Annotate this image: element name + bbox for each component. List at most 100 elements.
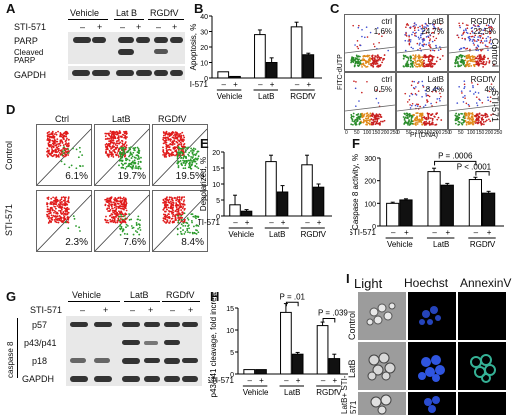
event-dot [367,55,369,58]
sti-label: STI-571 [14,22,47,32]
event-dot [109,141,112,144]
event-dot [58,215,61,217]
event-dot [78,226,81,229]
x-tick-label-c: 250 [494,130,503,136]
event-dot [65,135,68,138]
event-dot [117,213,120,216]
event-dot [62,211,65,214]
event-dot [64,196,67,199]
event-dot [112,156,115,158]
event-dot [423,122,426,124]
event-dot [423,54,426,57]
gate-line [345,46,395,54]
event-dot [412,120,415,122]
event-dot [46,154,49,156]
event-dot [380,120,382,123]
event-dot [172,201,174,204]
event-dot [114,197,117,199]
panel-label-a: A [6,1,16,16]
event-dot [431,31,434,34]
event-dot [415,124,417,126]
event-dot [162,131,165,133]
event-dot [413,57,416,60]
event-dot [476,55,479,58]
event-dot [428,95,431,98]
flow-plot-d: 19.7% [94,124,150,186]
event-dot [49,153,52,155]
event-dot [53,202,56,205]
header-latb: Lat B [116,8,138,18]
event-dot [135,154,138,157]
event-dot [105,142,108,145]
group-label: LatB [433,240,449,249]
event-dot [432,23,434,26]
event-dot [115,142,118,145]
event-dot [362,118,365,121]
event-dot [464,117,467,119]
event-dot [162,199,165,202]
event-dot [49,212,52,214]
event-dot [52,214,55,217]
event-dot [130,218,133,221]
event-dot [371,112,374,115]
sign-plus: + [188,305,194,315]
event-dot [378,41,380,44]
event-dot [469,59,472,61]
event-dot [477,44,479,47]
event-dot [174,210,177,212]
event-dot [353,64,356,67]
event-dot [120,135,122,138]
western-blot-parp [68,32,185,64]
event-dot [457,64,460,66]
bar [328,358,341,375]
event-dot [137,228,139,230]
event-dot [480,49,483,52]
event-dot [116,152,119,154]
event-dot [355,105,357,107]
event-dot [177,166,180,169]
event-dot [164,202,167,205]
event-dot [407,24,410,26]
event-dot [416,119,418,122]
event-dot [482,42,484,44]
bar [229,204,241,217]
event-dot [374,120,376,123]
event-dot [370,121,373,124]
event-dot [407,59,410,61]
event-dot [122,150,125,153]
event-dot [420,27,423,30]
event-dot [420,36,422,39]
event-dot [58,151,61,154]
event-dot [417,90,420,92]
event-dot [111,139,114,142]
bar [427,171,441,227]
sign-plus: + [97,22,103,32]
event-dot [429,22,431,25]
event-dot [52,149,55,152]
event-dot [181,147,183,150]
event-dot [404,33,406,36]
event-dot [361,35,363,38]
event-dot [184,151,187,153]
event-dot [191,232,194,235]
event-dot [410,104,413,107]
event-dot [435,90,438,93]
event-dot [181,211,184,214]
event-dot [455,112,458,115]
event-dot [372,65,375,68]
header-rgdfv: RGDfV [150,8,179,18]
event-dot [163,202,166,204]
event-dot [481,33,483,35]
bar [265,62,278,79]
event-dot [53,205,56,208]
event-dot [134,146,137,149]
event-dot [188,155,190,157]
event-dot [171,197,174,200]
event-dot [113,217,116,220]
gapdh-label-g: GAPDH [22,374,55,384]
event-dot [183,139,185,141]
event-dot [136,231,139,234]
event-dot [180,202,183,205]
event-dot [109,130,112,133]
event-dot [165,150,168,153]
